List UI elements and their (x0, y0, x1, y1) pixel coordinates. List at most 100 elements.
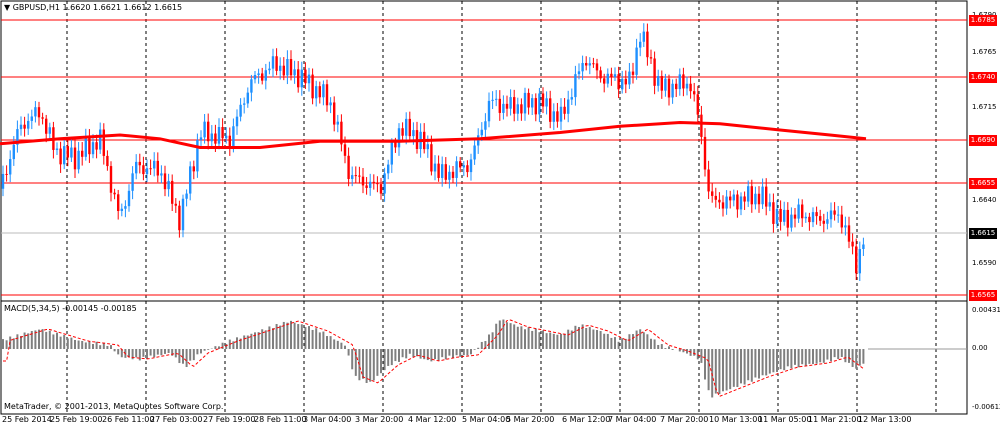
macd-bar (394, 349, 397, 362)
chart-title[interactable]: ▼ GBPUSD,H1 1.6620 1.6621 1.6612 1.6615 (4, 3, 182, 13)
macd-bar (657, 344, 660, 349)
candle-body (91, 142, 95, 155)
candle-body (253, 74, 257, 80)
macd-panel (0, 300, 968, 415)
macd-bar (578, 326, 580, 349)
macd-bar (232, 341, 235, 349)
candle-body (628, 71, 631, 85)
candle-body (81, 150, 84, 157)
candle-body (99, 129, 102, 150)
hline-price-tag[interactable]: 1.6740 (969, 72, 997, 83)
time-label: 27 Feb 03:00 (150, 415, 203, 424)
macd-bar (855, 349, 858, 369)
macd-bar (567, 329, 570, 349)
candle-body (55, 148, 59, 150)
candle-body (167, 180, 170, 190)
macd-bar (448, 349, 451, 356)
macd-bar (599, 331, 602, 349)
time-label: 4 Mar 12:00 (408, 415, 457, 424)
macd-bar (102, 342, 105, 349)
candle-body (196, 140, 199, 172)
candle-body (833, 210, 836, 215)
candle-body (696, 94, 699, 115)
hline-price-tag[interactable]: 1.6785 (969, 15, 997, 26)
vertical-grid (66, 1, 937, 414)
candle-body (556, 111, 559, 122)
macd-bar (614, 337, 616, 349)
candle-body (250, 79, 253, 93)
candle-body (282, 65, 285, 76)
hline-price-tag[interactable]: 1.6565 (969, 290, 997, 301)
macd-bar (142, 349, 145, 357)
chart-menu-arrow-icon[interactable]: ▼ (4, 3, 11, 12)
macd-bar (426, 349, 429, 361)
macd-bar (81, 340, 84, 349)
candle-body (293, 69, 296, 76)
macd-axis-label: -0.00612 (972, 403, 1000, 411)
macd-bar (146, 349, 148, 360)
macd-bar (239, 338, 242, 349)
candle-body (484, 121, 487, 130)
macd-bar (441, 349, 444, 358)
candle-body (545, 98, 548, 107)
candle-body (9, 159, 12, 175)
candle-body (534, 98, 537, 115)
macd-bar (182, 349, 184, 364)
candle-body (311, 74, 314, 99)
candle-body (117, 194, 120, 211)
macd-bar (153, 349, 156, 358)
macd-bar (596, 329, 598, 349)
macd-bar (419, 349, 422, 359)
candle-body (289, 59, 293, 76)
candle-body (808, 216, 811, 223)
macd-bar (311, 329, 314, 349)
candle-body (801, 204, 804, 219)
macd-bar (34, 330, 37, 349)
macd-bar (768, 349, 771, 374)
candle-body (747, 186, 750, 202)
hline-price-tag[interactable]: 1.6690 (969, 135, 997, 146)
candle-body (376, 183, 379, 185)
candle-body (279, 65, 282, 71)
candle-body (430, 144, 433, 172)
candle-body (135, 161, 138, 174)
macd-bar (56, 332, 58, 349)
candle-body (541, 93, 545, 107)
macd-bar (574, 325, 577, 349)
macd-bar (156, 349, 159, 355)
macd-bar (556, 334, 559, 349)
candle-body (369, 181, 372, 188)
time-label: 5 Mar 04:00 (462, 415, 511, 424)
candle-body (1, 173, 5, 189)
candle-body (16, 129, 19, 145)
macd-bar (761, 349, 764, 376)
candle-body (585, 63, 588, 66)
candle-body (757, 193, 761, 205)
candle-body (768, 202, 771, 207)
macd-bar (826, 349, 829, 360)
time-label: 26 Feb 11:00 (102, 415, 155, 424)
macd-bar (628, 334, 631, 349)
candle-body (642, 31, 645, 42)
macd-bar (718, 349, 721, 395)
macd-bar (592, 329, 595, 349)
macd-bar (192, 349, 195, 361)
macd-bar (214, 346, 217, 349)
candle-body (685, 83, 689, 89)
macd-bar (516, 326, 519, 349)
macd-bar (365, 349, 368, 383)
candle-body (153, 160, 156, 169)
macd-bar (383, 349, 386, 371)
candle-body (343, 144, 347, 156)
candle-body (837, 214, 840, 216)
macd-bar (776, 349, 778, 372)
macd-bar (221, 342, 224, 349)
macd-bar (131, 349, 134, 360)
candle-body (325, 84, 329, 106)
macd-bar (513, 324, 516, 349)
hline-price-tag[interactable]: 1.6655 (969, 178, 997, 189)
macd-bar (747, 349, 750, 381)
candle-body (171, 180, 174, 204)
macd-bar (736, 349, 739, 388)
